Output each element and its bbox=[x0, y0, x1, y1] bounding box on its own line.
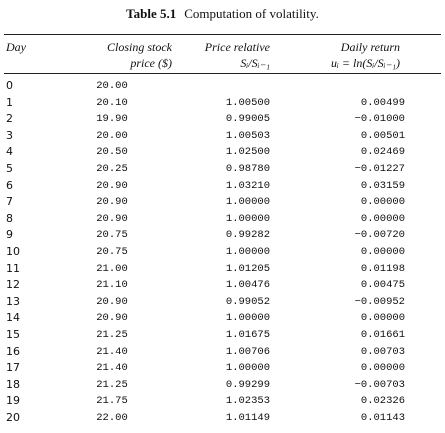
day-cell: 9 bbox=[6, 228, 13, 242]
value-cell: 1.01675 bbox=[225, 329, 270, 341]
day-cell: 12 bbox=[6, 278, 20, 292]
day-cell: 13 bbox=[6, 294, 20, 308]
table-title: Table 5.1 Computation of volatility. bbox=[0, 6, 445, 22]
top-rule bbox=[4, 34, 441, 35]
value-cell: 20.25 bbox=[96, 163, 128, 175]
day-cell: 14 bbox=[6, 311, 20, 325]
value-cell: 19.90 bbox=[96, 113, 128, 126]
value-cell: 20.90 bbox=[96, 212, 128, 225]
day-cell: 5 bbox=[6, 162, 13, 175]
column-header: Daily return bbox=[340, 40, 400, 54]
value-cell: 22.00 bbox=[96, 412, 128, 424]
value-cell: −0.00703 bbox=[354, 378, 405, 391]
value-cell: 0.99005 bbox=[225, 113, 270, 126]
value-cell: 0.01661 bbox=[360, 329, 405, 341]
value-cell: 21.10 bbox=[96, 279, 128, 292]
value-cell: 0.99299 bbox=[225, 378, 270, 391]
day-cell: 16 bbox=[6, 344, 20, 358]
value-cell: 1.01149 bbox=[225, 412, 270, 424]
value-cell: 20.90 bbox=[96, 196, 128, 209]
day-cell: 6 bbox=[6, 178, 13, 192]
value-cell: 1.00000 bbox=[225, 362, 270, 375]
value-cell: 0.00501 bbox=[360, 129, 405, 142]
column-header: Closing stock bbox=[107, 40, 172, 54]
value-cell: 21.25 bbox=[96, 378, 128, 391]
column-header: uᵢ = ln(Sᵢ/Sᵢ₋₁) bbox=[331, 56, 400, 70]
day-cell: 10 bbox=[6, 245, 20, 258]
day-cell: 18 bbox=[6, 377, 20, 391]
value-cell: −0.01000 bbox=[354, 113, 405, 126]
value-cell: 21.00 bbox=[96, 262, 128, 275]
value-cell: 0.00703 bbox=[360, 345, 405, 358]
value-cell: 1.00503 bbox=[225, 129, 270, 142]
day-cell: 15 bbox=[6, 328, 20, 341]
value-cell: 1.02353 bbox=[225, 395, 270, 408]
value-cell: 20.50 bbox=[96, 146, 128, 159]
value-cell: 1.03210 bbox=[225, 179, 270, 192]
value-cell: 0.00000 bbox=[360, 246, 405, 258]
value-cell: 0.00000 bbox=[360, 212, 405, 225]
value-cell: 0.99282 bbox=[225, 229, 270, 242]
value-cell: 0.98780 bbox=[225, 163, 270, 175]
value-cell: 20.90 bbox=[96, 312, 128, 325]
value-cell: 1.00000 bbox=[225, 196, 270, 209]
value-cell: 1.00000 bbox=[225, 246, 270, 258]
column-header: Sᵢ/Sᵢ₋₁ bbox=[240, 56, 270, 70]
value-cell: 20.90 bbox=[96, 295, 128, 308]
value-cell: 0.00000 bbox=[360, 312, 405, 325]
value-cell: 21.40 bbox=[96, 362, 128, 375]
day-cell: 20 bbox=[6, 411, 20, 424]
value-cell: −0.00720 bbox=[354, 229, 405, 242]
value-cell: 0.99052 bbox=[225, 295, 270, 308]
day-cell: 2 bbox=[6, 112, 13, 126]
day-cell: 4 bbox=[6, 145, 13, 159]
value-cell: 0.00499 bbox=[360, 96, 405, 109]
value-cell: 0.02469 bbox=[360, 146, 405, 159]
table-caption: Computation of volatility. bbox=[184, 6, 319, 21]
value-cell: 0.00000 bbox=[360, 196, 405, 209]
value-cell: 20.75 bbox=[96, 229, 128, 242]
value-cell: 21.40 bbox=[96, 345, 128, 358]
value-cell: 0.01198 bbox=[360, 262, 405, 275]
value-cell: 20.10 bbox=[96, 96, 128, 109]
value-cell: 20.00 bbox=[96, 129, 128, 142]
value-cell: 20.00 bbox=[96, 80, 128, 92]
value-cell: 1.00000 bbox=[225, 312, 270, 325]
value-cell: −0.00952 bbox=[354, 295, 405, 308]
day-cell: 3 bbox=[6, 128, 13, 142]
value-cell: 1.00500 bbox=[225, 96, 270, 109]
value-cell: 0.00475 bbox=[360, 279, 405, 292]
value-cell: 21.25 bbox=[96, 329, 128, 341]
table-label: Table 5.1 bbox=[126, 6, 177, 21]
header-rule bbox=[4, 73, 441, 74]
day-cell: 8 bbox=[6, 211, 13, 225]
day-cell: 19 bbox=[6, 394, 20, 408]
value-cell: 0.01143 bbox=[360, 412, 405, 424]
value-cell: 0.02326 bbox=[360, 395, 405, 408]
value-cell: 1.00000 bbox=[225, 212, 270, 225]
day-cell: 17 bbox=[6, 361, 20, 375]
value-cell: 1.02500 bbox=[225, 146, 270, 159]
value-cell: 20.90 bbox=[96, 179, 128, 192]
day-cell: 11 bbox=[6, 261, 20, 275]
value-cell: 0.00000 bbox=[360, 362, 405, 375]
value-cell: 0.03159 bbox=[360, 179, 405, 192]
value-cell: 21.75 bbox=[96, 395, 128, 408]
day-cell: 7 bbox=[6, 195, 13, 209]
value-cell: 1.01205 bbox=[225, 262, 270, 275]
value-cell: 1.00476 bbox=[225, 279, 270, 292]
column-header: Price relative bbox=[204, 40, 270, 54]
day-cell: 1 bbox=[6, 95, 13, 109]
value-cell: 1.00706 bbox=[225, 345, 270, 358]
column-header: price ($) bbox=[130, 56, 172, 70]
day-cell: 0 bbox=[6, 79, 13, 92]
value-cell: −0.01227 bbox=[354, 163, 405, 175]
value-cell: 20.75 bbox=[96, 246, 128, 258]
column-header: Day bbox=[6, 40, 26, 54]
